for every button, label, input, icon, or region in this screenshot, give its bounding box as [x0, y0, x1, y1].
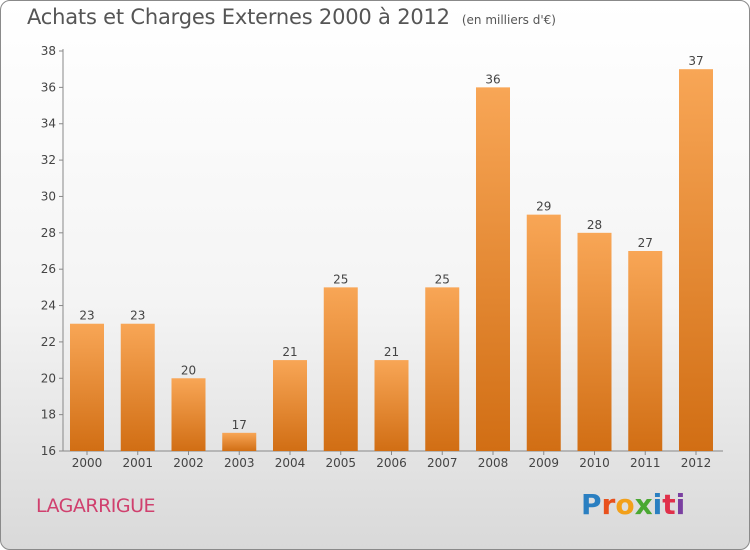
logo-letter: P [581, 488, 602, 521]
chart-axes: 16 18 20 22 24 26 28 30 32 34 36 38 2000 2001 2002 2003… [41, 44, 723, 470]
data-label-2006: 21 [384, 345, 399, 359]
x-tick-label-2008: 2008 [478, 456, 509, 470]
x-tick-label-2007: 2007 [427, 456, 458, 470]
y-tick-label: 32 [41, 153, 56, 167]
data-label-2005: 25 [333, 272, 348, 286]
y-tick-label: 28 [41, 226, 56, 240]
x-tick-label-2001: 2001 [122, 456, 153, 470]
chart-bars [70, 69, 713, 451]
x-tick-label-2009: 2009 [528, 456, 559, 470]
y-tick-label: 22 [41, 335, 56, 349]
data-label-2001: 23 [130, 309, 145, 323]
data-label-2003: 17 [232, 418, 247, 432]
data-label-2004: 21 [282, 345, 297, 359]
x-tick-label-2005: 2005 [325, 456, 356, 470]
data-label-2009: 29 [536, 200, 551, 214]
y-tick-label: 26 [41, 262, 56, 276]
chart-title: Achats et Charges Externes 2000 à 2012 (e… [27, 5, 556, 29]
y-tick-label: 16 [41, 444, 56, 458]
y-tick-label: 18 [41, 408, 56, 422]
x-tick-label-2006: 2006 [376, 456, 407, 470]
y-tick-label: 24 [41, 299, 56, 313]
y-tick-label: 38 [41, 44, 56, 58]
bar-2004 [273, 360, 307, 451]
y-tick-label: 34 [41, 117, 56, 131]
data-label-2007: 25 [435, 272, 450, 286]
data-label-2010: 28 [587, 218, 602, 232]
data-label-2011: 27 [638, 236, 653, 250]
x-tick-label-2004: 2004 [275, 456, 306, 470]
bar-2008 [476, 87, 510, 451]
commune-name: LAGARRIGUE [36, 495, 156, 517]
logo-letter: i [652, 488, 663, 521]
bar-2012 [679, 69, 713, 451]
y-tick-label: 30 [41, 189, 56, 203]
bar-2010 [577, 232, 612, 451]
logo-letter: x [634, 488, 653, 521]
bar-2005 [323, 287, 358, 451]
x-tick-label-2012: 2012 [681, 456, 712, 470]
logo-letter: r [601, 488, 616, 521]
bar-2002 [171, 378, 206, 451]
logo-letter: i [675, 488, 686, 521]
bar-2011 [628, 251, 663, 451]
bar-2009 [526, 214, 561, 451]
bar-2000 [70, 323, 104, 451]
x-tick-label-2011: 2011 [630, 456, 661, 470]
unit-note: (en milliers d'€) [461, 13, 556, 27]
chart-labels: 23 23 20 17 21 25 21 25 36 29 28 27 37 [79, 54, 703, 432]
x-tick-label-2000: 2000 [72, 456, 103, 470]
y-tick-label: 36 [41, 80, 56, 94]
data-label-2000: 23 [79, 309, 94, 323]
logo-letter: t [662, 488, 676, 521]
bar-2007 [425, 287, 460, 451]
x-tick-label-2003: 2003 [224, 456, 255, 470]
data-label-2012: 37 [688, 54, 703, 68]
x-tick-label-2002: 2002 [173, 456, 204, 470]
proxiti-logo[interactable]: Proxiti [581, 488, 685, 521]
y-tick-label: 20 [41, 371, 56, 385]
x-tick-label-2010: 2010 [579, 456, 610, 470]
bar-2001 [120, 323, 155, 451]
chart-title-text: Achats et Charges Externes 2000 à 2012 [27, 5, 450, 29]
logo-letter: o [615, 488, 635, 521]
data-label-2002: 20 [181, 363, 196, 377]
data-label-2008: 36 [485, 72, 500, 86]
bar-2006 [374, 360, 409, 451]
bar-2003 [222, 432, 257, 451]
